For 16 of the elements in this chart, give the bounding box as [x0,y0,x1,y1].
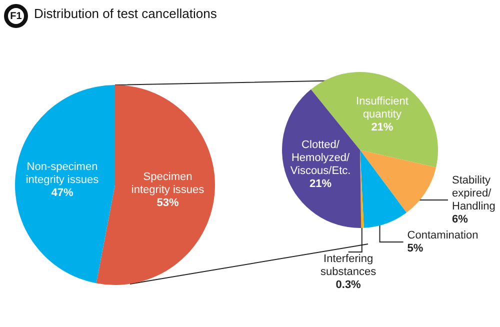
data-label: 5% [407,242,424,254]
slice-label: Specimen integrity issues [131,170,205,196]
data-label: 0.3% [336,279,362,291]
data-label: 21% [371,121,394,134]
chart-title: Distribution of test cancellations [34,6,217,21]
data-label: 6% [452,214,468,226]
slice-label: Stability expired/ Handling [452,174,496,212]
data-label: 47% [51,187,74,200]
data-label: 53% [156,196,179,209]
slice-label: Insufficient quantity [356,95,408,120]
slice-label: Contamination [407,230,478,242]
slice-label: Non-specimen integrity issues [26,161,100,186]
slice-label: Clotted/ Hemolyzed/ Viscous/Etc. [290,138,351,177]
data-label: 21% [309,178,332,190]
slice-label: Interfering substances [320,253,377,278]
text: F1 [4,4,28,28]
